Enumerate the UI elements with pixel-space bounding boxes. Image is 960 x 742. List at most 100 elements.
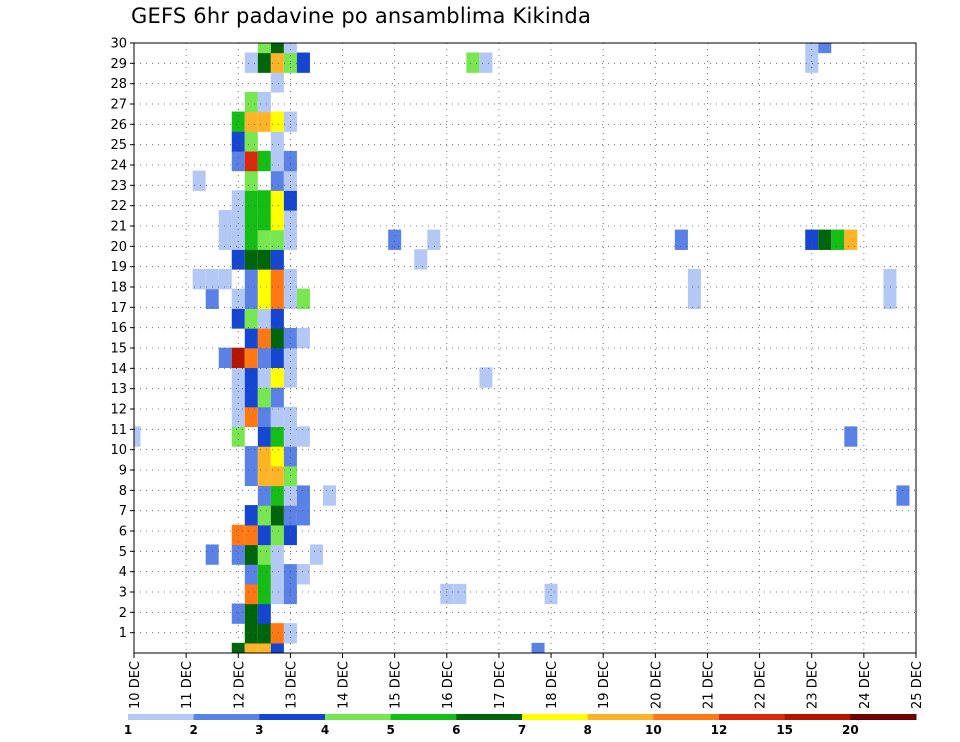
heatmap-cell bbox=[270, 229, 284, 250]
heatmap-cell bbox=[309, 544, 323, 565]
heatmap-cell bbox=[283, 406, 297, 428]
x-tick-label: 25 DEC bbox=[910, 661, 925, 709]
heatmap-cell bbox=[270, 52, 284, 73]
heatmap-cell bbox=[440, 583, 454, 605]
legend-label: 6 bbox=[452, 723, 460, 737]
heatmap-cell bbox=[531, 642, 545, 653]
heatmap-cell bbox=[270, 583, 284, 605]
heatmap-cell bbox=[244, 327, 258, 349]
heatmap-cell bbox=[844, 426, 858, 447]
x-tick-label: 10 DEC bbox=[128, 661, 143, 709]
heatmap-cell bbox=[205, 268, 219, 290]
heatmap-cell bbox=[322, 485, 337, 506]
heatmap-cell bbox=[257, 150, 271, 172]
heatmap-cell bbox=[270, 43, 284, 54]
heatmap-cell bbox=[257, 111, 271, 132]
heatmap-cell bbox=[257, 43, 271, 54]
heatmap-cell bbox=[283, 43, 297, 54]
heatmap-cell bbox=[296, 505, 310, 526]
heatmap-cell bbox=[244, 288, 258, 309]
heatmap-cell bbox=[244, 308, 258, 329]
heatmap-cell bbox=[283, 446, 297, 467]
y-tick-label: 18 bbox=[110, 281, 127, 296]
y-tick-label: 4 bbox=[119, 565, 127, 580]
x-tick-label: 15 DEC bbox=[389, 661, 404, 709]
legend-swatch bbox=[850, 714, 917, 720]
y-tick-label: 9 bbox=[119, 464, 127, 479]
y-tick-label: 24 bbox=[110, 159, 127, 174]
heatmap-cell bbox=[231, 544, 245, 565]
heatmap-cell bbox=[257, 623, 271, 644]
heatmap-cell bbox=[270, 170, 284, 191]
heatmap-cell bbox=[244, 642, 258, 653]
heatmap-cell bbox=[231, 347, 245, 369]
heatmap-cell bbox=[270, 327, 284, 349]
legend-swatch bbox=[522, 714, 589, 720]
heatmap-cell bbox=[883, 268, 897, 290]
heatmap-cell bbox=[244, 387, 258, 408]
heatmap-cell bbox=[283, 170, 297, 191]
heatmap-cell bbox=[896, 485, 910, 506]
heatmap-cell bbox=[296, 288, 310, 309]
y-tick-label: 29 bbox=[110, 57, 127, 72]
heatmap-cell bbox=[205, 288, 219, 309]
x-tick-label: 24 DEC bbox=[858, 661, 873, 709]
heatmap-cell bbox=[388, 229, 402, 250]
heatmap-cell bbox=[283, 190, 297, 211]
heatmap-cell bbox=[479, 367, 493, 388]
heatmap-cell bbox=[270, 446, 284, 467]
heatmap-cell bbox=[466, 52, 480, 73]
y-tick-label: 10 bbox=[110, 443, 127, 458]
heatmap-cell bbox=[244, 229, 258, 250]
y-tick-label: 22 bbox=[110, 199, 127, 214]
heatmap-cell bbox=[257, 209, 271, 231]
legend-label: 20 bbox=[842, 723, 859, 737]
heatmap-cell bbox=[231, 229, 245, 250]
legend-swatch bbox=[390, 714, 457, 720]
heatmap-cell bbox=[479, 52, 493, 73]
legend-label: 10 bbox=[645, 723, 662, 737]
heatmap-cell bbox=[244, 91, 258, 113]
heatmap-cell bbox=[283, 229, 297, 250]
heatmap-cell bbox=[257, 426, 271, 447]
heatmap-cell bbox=[244, 268, 258, 290]
y-tick-label: 6 bbox=[119, 525, 127, 540]
heatmap-cell bbox=[687, 288, 701, 309]
heatmap-cell bbox=[244, 209, 258, 231]
legend-swatch bbox=[128, 714, 195, 720]
heatmap-cell bbox=[257, 406, 271, 428]
heatmap-cell bbox=[257, 229, 271, 250]
heatmap-cell bbox=[283, 505, 297, 526]
x-tick-label: 11 DEC bbox=[180, 661, 195, 709]
heatmap-cell bbox=[283, 485, 297, 506]
heatmap-cell bbox=[283, 367, 297, 388]
heatmap-cell bbox=[244, 583, 258, 605]
heatmap-cell bbox=[257, 367, 271, 388]
heatmap-cell bbox=[192, 170, 206, 191]
y-tick-label: 3 bbox=[119, 586, 127, 601]
heatmap-cell bbox=[270, 485, 284, 506]
y-tick-label: 30 bbox=[110, 37, 127, 52]
heatmap-cell bbox=[244, 52, 258, 73]
x-tick-label: 12 DEC bbox=[232, 661, 247, 709]
heatmap-cell bbox=[257, 544, 271, 565]
heatmap-cell bbox=[257, 446, 271, 467]
legend-label: 4 bbox=[321, 723, 329, 737]
heatmap-cell bbox=[218, 209, 232, 231]
heatmap-cell bbox=[270, 308, 284, 329]
heatmap-cell bbox=[427, 229, 441, 250]
heatmap-cell bbox=[296, 485, 310, 506]
heatmap-cell bbox=[244, 446, 258, 467]
y-tick-label: 25 bbox=[110, 138, 127, 153]
heatmap-cell bbox=[257, 249, 271, 270]
legend-label: 5 bbox=[386, 723, 394, 737]
heatmap-cell bbox=[283, 150, 297, 172]
heatmap-cell bbox=[270, 623, 284, 644]
y-tick-label: 7 bbox=[119, 504, 127, 519]
heatmap-cell bbox=[231, 288, 245, 309]
heatmap-cell bbox=[257, 465, 271, 487]
legend-swatch bbox=[193, 714, 260, 720]
y-tick-label: 8 bbox=[119, 484, 127, 499]
heatmap-cell bbox=[296, 327, 310, 349]
heatmap-cell bbox=[244, 603, 258, 624]
